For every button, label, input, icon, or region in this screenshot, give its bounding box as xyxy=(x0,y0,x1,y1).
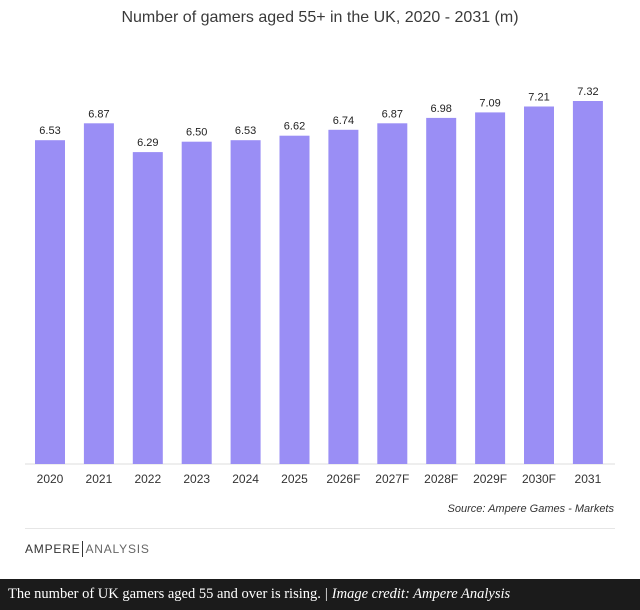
bar-2021 xyxy=(83,123,114,465)
data-label-2021: 6.87 xyxy=(88,108,109,120)
bar-2031 xyxy=(572,101,603,464)
x-tick-label-2025: 2025 xyxy=(281,472,308,486)
data-label-2028F: 6.98 xyxy=(430,103,451,115)
x-tick-label-2028F: 2028F xyxy=(424,472,458,486)
image-credit: Image credit: Ampere Analysis xyxy=(331,586,511,602)
logo-text-analysis: ANALYSIS xyxy=(85,542,150,556)
bar-2026F xyxy=(328,129,359,465)
x-tick-label-2029F: 2029F xyxy=(473,472,507,486)
bar-2020 xyxy=(35,140,65,464)
bar-2029F xyxy=(475,112,506,465)
ampere-analysis-logo: AMPERE ANALYSIS xyxy=(25,541,150,557)
caption-text: The number of UK gamers aged 55 and over… xyxy=(8,586,321,602)
data-label-2031: 7.32 xyxy=(577,86,598,98)
bar-2024 xyxy=(230,140,261,464)
image-caption: The number of UK gamers aged 55 and over… xyxy=(0,579,640,610)
bar-2028F xyxy=(426,117,457,465)
data-label-2025: 6.62 xyxy=(284,121,305,133)
data-label-2030F: 7.21 xyxy=(528,92,549,104)
data-label-2029F: 7.09 xyxy=(479,97,500,109)
x-tick-label-2020: 2020 xyxy=(37,472,64,486)
source-note: Source: Ampere Games - Markets xyxy=(447,503,614,515)
bar-2022 xyxy=(132,152,163,464)
x-tick-label-2024: 2024 xyxy=(232,472,259,486)
logo-divider xyxy=(82,541,84,557)
x-tick-label-2031: 2031 xyxy=(575,472,602,486)
bar-2030F xyxy=(524,106,554,464)
bar-2027F xyxy=(377,123,408,465)
data-label-2020: 6.53 xyxy=(39,125,60,137)
x-tick-label-2026F: 2026F xyxy=(326,472,360,486)
data-label-2027F: 6.87 xyxy=(382,108,403,120)
data-label-2024: 6.53 xyxy=(235,125,256,137)
bar-2023 xyxy=(181,141,212,464)
bar-chart: 6.53 2020 6.87 2021 6.29 2022 6.50 2023 6.53 2024… xyxy=(25,86,615,486)
chart-title: Number of gamers aged 55+ in the UK, 202… xyxy=(121,9,519,26)
x-tick-label-2027F: 2027F xyxy=(375,472,409,486)
x-tick-label-2022: 2022 xyxy=(134,472,161,486)
data-label-2022: 6.29 xyxy=(137,137,158,149)
data-label-2023: 6.50 xyxy=(186,127,207,139)
caption-separator: | xyxy=(324,586,328,602)
divider xyxy=(25,528,615,529)
bar-2025 xyxy=(279,135,310,464)
x-tick-label-2023: 2023 xyxy=(183,472,210,486)
x-tick-label-2030F: 2030F xyxy=(522,472,556,486)
data-label-2026F: 6.74 xyxy=(333,115,354,127)
logo-text-ampere: AMPERE xyxy=(25,542,81,556)
x-tick-label-2021: 2021 xyxy=(86,472,113,486)
